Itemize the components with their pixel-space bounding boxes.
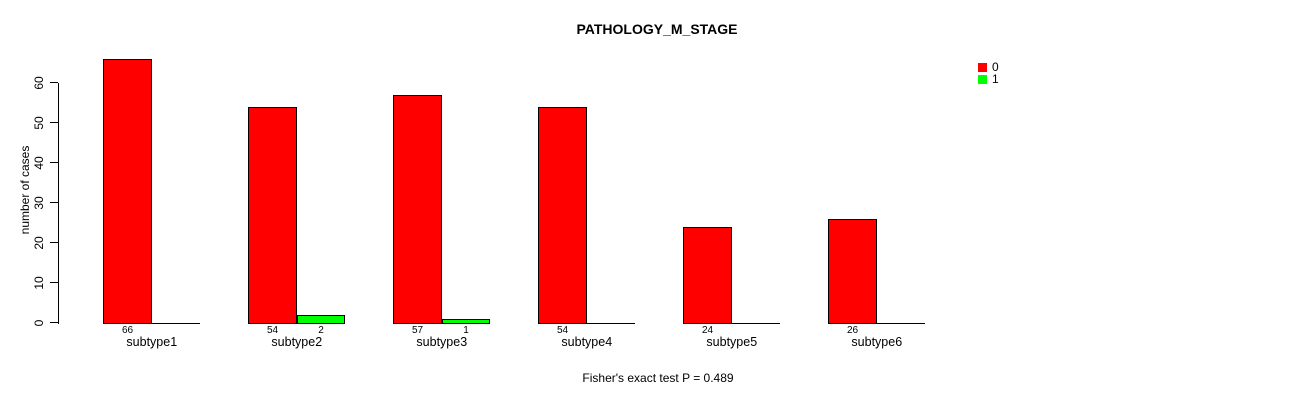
y-axis-tick <box>50 162 58 163</box>
y-axis-line <box>58 82 59 324</box>
bar-value-label: 54 <box>556 324 569 336</box>
y-axis-tick <box>50 322 58 323</box>
y-axis-tick-label: 50 <box>32 115 46 130</box>
legend-swatch-0 <box>978 62 987 72</box>
y-axis-tick <box>50 122 58 123</box>
group-baseline <box>828 322 926 324</box>
bar-value-label: 66 <box>121 324 134 336</box>
legend-swatch-1 <box>978 75 987 84</box>
group-baseline <box>683 322 781 324</box>
legend-label: 0 <box>992 59 999 74</box>
bar-value-label: 24 <box>701 324 714 336</box>
y-axis-tick <box>50 202 58 203</box>
y-axis-tick-label: 0 <box>32 319 46 326</box>
y-axis-tick <box>50 82 58 83</box>
y-axis-tick-label: 10 <box>32 275 46 290</box>
y-axis-tick-label: 20 <box>32 235 46 250</box>
chart-title: PATHOLOGY_M_STAGE <box>576 21 738 37</box>
category-label-subtype5: subtype5 <box>706 334 758 349</box>
footnote-pvalue: Fisher's exact test P = 0.489 <box>582 371 734 385</box>
category-label-subtype4: subtype4 <box>561 334 613 349</box>
y-axis-tick-label: 30 <box>32 195 46 210</box>
bar-value-label: 2 <box>318 324 324 336</box>
category-label-subtype2: subtype2 <box>271 334 323 349</box>
y-axis-tick <box>50 282 58 283</box>
y-axis-tick-label: 40 <box>32 155 46 170</box>
bar-subtype1-series-0 <box>103 58 152 324</box>
bar-subtype3-series-0 <box>393 94 442 324</box>
bar-value-label: 54 <box>266 324 279 336</box>
bar-subtype5-series-0 <box>683 226 732 324</box>
bar-value-label: 57 <box>411 324 424 336</box>
bar-subtype3-series-1 <box>441 318 491 324</box>
bar-value-label: 26 <box>846 324 859 336</box>
bar-subtype2-series-0 <box>248 106 297 324</box>
y-axis-tick-label: 60 <box>32 75 46 90</box>
category-label-subtype1: subtype1 <box>126 334 178 349</box>
bar-subtype2-series-1 <box>296 314 346 324</box>
bar-value-label: 1 <box>463 324 469 336</box>
legend-label: 1 <box>992 72 999 86</box>
y-axis-tick <box>50 242 58 243</box>
category-label-subtype3: subtype3 <box>416 334 468 349</box>
category-label-subtype6: subtype6 <box>851 334 903 349</box>
bar-subtype6-series-0 <box>828 218 877 324</box>
group-baseline <box>103 322 201 324</box>
group-baseline <box>538 322 636 324</box>
bar-subtype4-series-0 <box>538 106 587 324</box>
y-axis-label: number of cases <box>18 145 32 235</box>
